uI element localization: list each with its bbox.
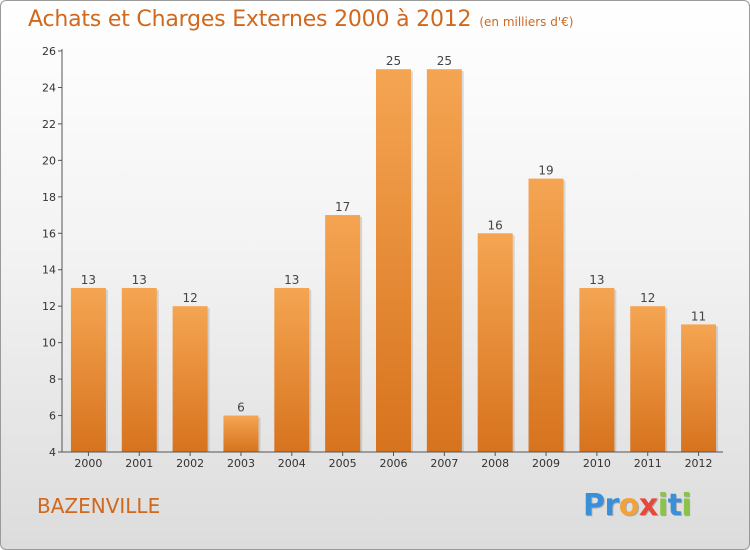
- data-label: 16: [488, 218, 503, 232]
- data-label: 13: [132, 273, 147, 287]
- x-tick-label: 2005: [329, 457, 357, 470]
- data-label: 25: [386, 54, 401, 68]
- chart-subtitle: (en milliers d'€): [479, 15, 574, 29]
- bar: [274, 287, 310, 452]
- x-tick-label: 2008: [481, 457, 509, 470]
- logo-letter: i: [657, 488, 668, 523]
- x-tick-label: 2012: [685, 457, 713, 470]
- y-tick-label: 14: [42, 264, 56, 277]
- data-label: 19: [538, 164, 553, 178]
- x-tick-label: 2004: [278, 457, 306, 470]
- y-tick-label: 16: [42, 227, 56, 240]
- bar: [70, 287, 106, 452]
- data-label: 25: [437, 54, 452, 68]
- y-tick-label: 8: [49, 373, 56, 386]
- bar: [426, 69, 462, 453]
- x-tick-label: 2002: [176, 457, 204, 470]
- y-tick-label: 26: [42, 45, 56, 58]
- bar: [376, 69, 411, 453]
- bar: [528, 178, 564, 452]
- y-tick-label: 18: [42, 191, 56, 204]
- data-label: 13: [589, 273, 604, 287]
- y-tick-label: 22: [42, 118, 56, 131]
- data-label: 13: [284, 273, 299, 287]
- data-label: 6: [237, 401, 245, 415]
- bar: [223, 415, 259, 452]
- x-tick-label: 2011: [634, 457, 662, 470]
- bar: [172, 306, 208, 452]
- location-name: BAZENVILLE: [37, 494, 161, 518]
- y-tick-label: 4: [49, 446, 56, 459]
- chart-title-block: Achats et Charges Externes 2000 à 2012 (e…: [28, 7, 573, 32]
- bar: [681, 324, 717, 452]
- logo-letter: i: [681, 488, 692, 523]
- x-tick-label: 2001: [125, 457, 153, 470]
- chart-title: Achats et Charges Externes 2000 à 2012: [28, 7, 472, 32]
- data-label: 11: [691, 309, 706, 323]
- logo-letter: o: [618, 488, 640, 523]
- data-label: 12: [640, 291, 655, 305]
- x-tick-label: 2009: [532, 457, 560, 470]
- bar: [121, 287, 157, 452]
- y-tick-label: 6: [49, 410, 56, 423]
- y-tick-label: 24: [42, 81, 56, 94]
- logo-letter: t: [667, 488, 682, 523]
- data-label: 17: [335, 200, 350, 214]
- bar: [579, 287, 615, 452]
- proxiti-logo: Proxiti: [583, 488, 692, 523]
- x-tick-label: 2010: [583, 457, 611, 470]
- logo-letter: P: [583, 488, 605, 523]
- x-tick-label: 2000: [74, 457, 102, 470]
- x-tick-label: 2003: [227, 457, 255, 470]
- logo-letter: x: [638, 488, 658, 523]
- x-tick-label: 2006: [380, 457, 408, 470]
- bar: [325, 215, 361, 452]
- data-label: 13: [81, 273, 96, 287]
- y-tick-label: 20: [42, 154, 56, 167]
- logo-letter: r: [604, 488, 620, 523]
- y-tick-label: 12: [42, 300, 56, 313]
- y-tick-label: 10: [42, 337, 56, 350]
- bar: [630, 306, 666, 452]
- bar: [477, 233, 513, 452]
- x-tick-label: 2007: [430, 457, 458, 470]
- data-label: 12: [182, 291, 197, 305]
